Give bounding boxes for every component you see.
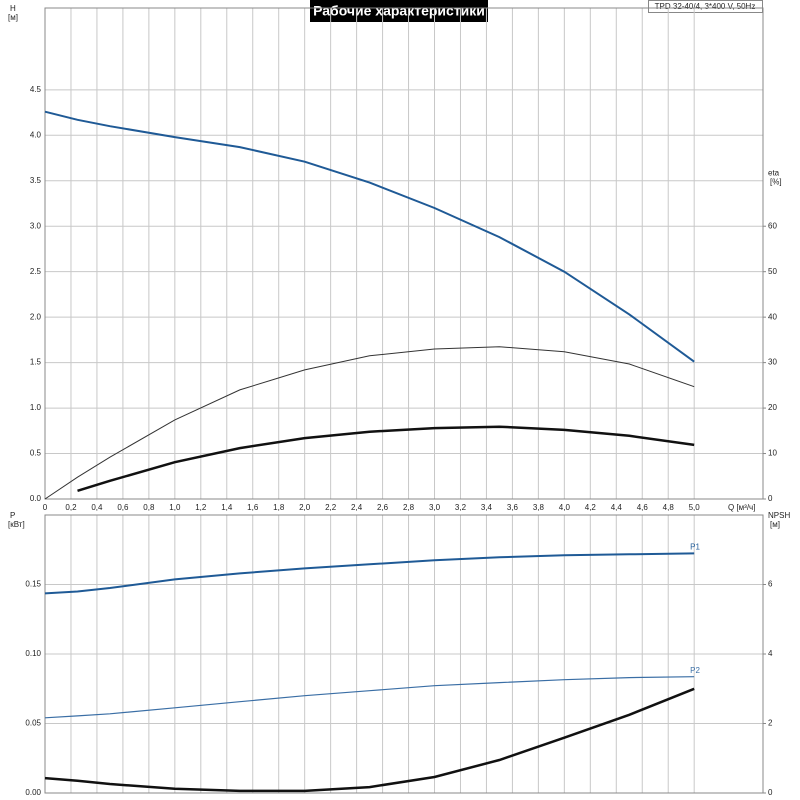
x-tick-label: 3,8 xyxy=(533,503,545,512)
x-tick-label: 2,4 xyxy=(351,503,363,512)
y-tick-label: 0.0 xyxy=(30,494,42,503)
x-tick-label: 4,4 xyxy=(611,503,623,512)
series-line xyxy=(44,346,695,500)
x-tick-label: 2,2 xyxy=(325,503,337,512)
chart-title: Рабочие характеристики xyxy=(313,3,485,19)
series-line xyxy=(44,676,695,719)
x-tick-label: 4,8 xyxy=(663,503,675,512)
x-tick-label: 4,2 xyxy=(585,503,597,512)
x-tick-label: 0 xyxy=(43,503,48,512)
x-tick-label: 4,0 xyxy=(559,503,571,512)
y2-tick-label: 6 xyxy=(768,580,773,589)
x-tick-label: 1,2 xyxy=(195,503,207,512)
x-tick-label: 1,6 xyxy=(247,503,259,512)
y-tick-label: 2.5 xyxy=(30,267,42,276)
x-tick-label: 3,0 xyxy=(429,503,441,512)
series-line xyxy=(77,425,695,492)
y-tick-label: 1.0 xyxy=(30,403,42,412)
x-tick-label: 0,8 xyxy=(143,503,155,512)
y-tick-label: 0.5 xyxy=(30,449,42,458)
y-axis-label: H xyxy=(10,4,16,13)
y2-tick-label: 0 xyxy=(768,494,773,503)
y-axis-label: P xyxy=(10,511,15,520)
x-tick-label: 0,4 xyxy=(91,503,103,512)
y-tick-label: 2.0 xyxy=(30,312,42,321)
y-tick-label: 0.05 xyxy=(25,719,41,728)
y2-tick-label: 30 xyxy=(768,358,777,367)
y-tick-label: 1.5 xyxy=(30,358,42,367)
plot-frame xyxy=(44,514,764,794)
plot-frame xyxy=(44,7,764,500)
y-axis-unit: [м] xyxy=(8,13,18,22)
x-tick-label: 2,6 xyxy=(377,503,389,512)
y2-tick-label: 2 xyxy=(768,719,773,728)
x-tick-label: 2,0 xyxy=(299,503,311,512)
x-tick-label: 3,2 xyxy=(455,503,467,512)
y-tick-label: 0.10 xyxy=(25,649,41,658)
y-tick-label: 4.5 xyxy=(30,85,42,94)
y2-axis-label: eta xyxy=(768,168,780,177)
y2-tick-label: 10 xyxy=(768,449,777,458)
x-tick-label: 1,4 xyxy=(221,503,233,512)
y2-tick-label: 40 xyxy=(768,312,777,321)
series-line xyxy=(44,552,695,595)
y2-tick-label: 4 xyxy=(768,649,773,658)
y2-axis-unit: [м] xyxy=(770,520,780,529)
x-tick-label: 2,8 xyxy=(403,503,415,512)
x-axis-label: Q [м³/ч] xyxy=(728,503,755,512)
y2-tick-label: 50 xyxy=(768,267,777,276)
y-tick-label: 0.00 xyxy=(25,788,41,797)
y-axis-unit: [кВт] xyxy=(8,520,25,529)
y-tick-label: 3.5 xyxy=(30,176,42,185)
model-box xyxy=(648,0,763,13)
y-tick-label: 3.0 xyxy=(30,221,42,230)
x-tick-label: 4,6 xyxy=(637,503,649,512)
series-label: P1 xyxy=(690,542,700,551)
x-tick-label: 3,4 xyxy=(481,503,493,512)
x-tick-label: 0,2 xyxy=(65,503,77,512)
y2-tick-label: 60 xyxy=(768,221,777,230)
model-label: TPD 32-40/4, 3*400 V, 50Hz xyxy=(655,2,756,11)
series-line xyxy=(44,110,695,363)
title-box xyxy=(310,0,488,22)
y2-axis-label: NPSH xyxy=(768,511,790,520)
series-label: P2 xyxy=(690,666,700,675)
x-tick-label: 1,0 xyxy=(169,503,181,512)
y2-tick-label: 20 xyxy=(768,403,777,412)
x-tick-label: 1,8 xyxy=(273,503,285,512)
y2-axis-unit: [%] xyxy=(770,177,782,186)
y-tick-label: 0.15 xyxy=(25,580,41,589)
y2-tick-label: 0 xyxy=(768,788,773,797)
series-line xyxy=(44,687,695,793)
y-tick-label: 4.0 xyxy=(30,130,42,139)
x-tick-label: 0,6 xyxy=(117,503,129,512)
x-tick-label: 3,6 xyxy=(507,503,519,512)
x-tick-label: 5,0 xyxy=(689,503,701,512)
